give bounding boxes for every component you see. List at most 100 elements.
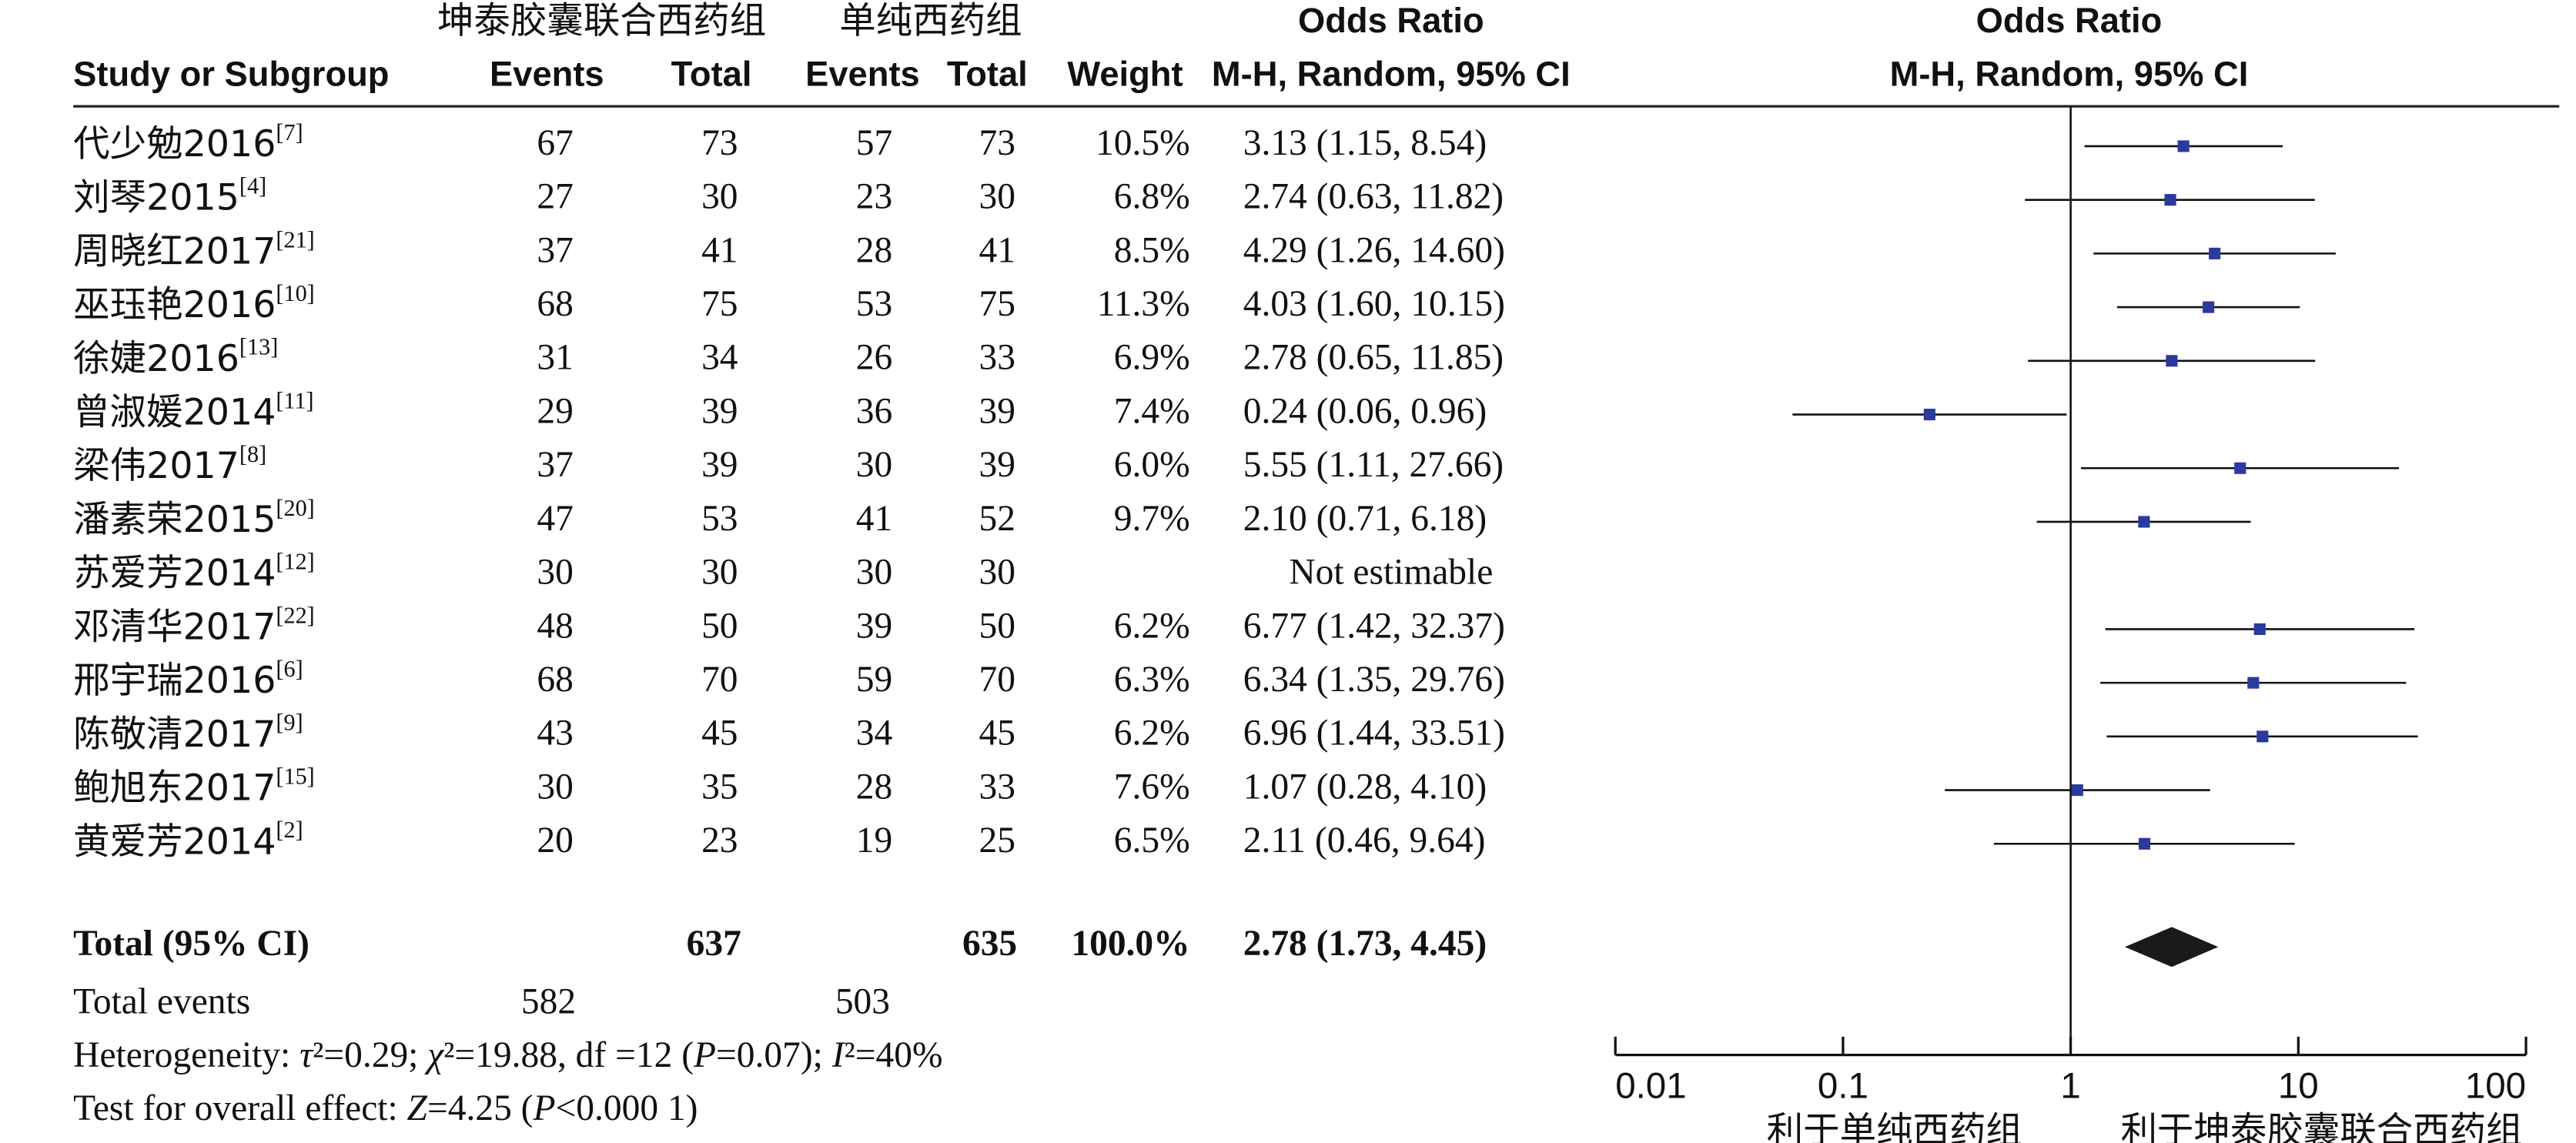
point-estimate [2166, 355, 2178, 367]
cell: 41 [701, 230, 738, 270]
study-label: 鲍旭东2017 [73, 767, 276, 810]
odds-ratio-label: 4.29 (1.26, 14.60) [1243, 230, 1505, 270]
cell: 19 [856, 820, 892, 861]
study-label: 刘琴2015 [73, 177, 239, 219]
cell: 67 [537, 123, 573, 163]
cell: 73 [701, 123, 738, 163]
x-tick-label: 0.1 [1818, 1065, 1868, 1106]
cell: 53 [701, 499, 738, 539]
cell: 23 [701, 820, 738, 861]
cell: 28 [856, 767, 892, 807]
x-label-right: 利于坤泰胶囊联合西药组 [2120, 1110, 2522, 1143]
overall-effect-part: Test for overall effect: [73, 1088, 406, 1128]
cell: 10.5% [1096, 123, 1190, 163]
cell: 30 [537, 553, 573, 593]
reference: [22] [276, 602, 314, 628]
cell: 68 [537, 660, 573, 700]
study-name: 巫珏艳2016[10] [73, 280, 315, 326]
odds-ratio-label: 1.07 (0.28, 4.10) [1243, 767, 1487, 807]
cell: 75 [979, 284, 1015, 324]
cell: 30 [701, 553, 738, 593]
cell: 6.2% [1114, 714, 1190, 754]
reference: [21] [276, 226, 314, 252]
reference: [8] [239, 441, 266, 467]
x-tick-label: 1 [2060, 1065, 2080, 1106]
study-name: 代少勉2016[7] [73, 119, 303, 165]
cell: 26 [856, 338, 892, 378]
cell: 39 [979, 445, 1015, 485]
point-estimate [2257, 730, 2269, 743]
cell: 43 [537, 714, 573, 754]
heterogeneity: Heterogeneity: τ²=0.29; χ²=19.88, df =12… [73, 1035, 942, 1075]
column-header: M-H, Random, 95% CI [1212, 54, 1571, 93]
reference: [13] [239, 334, 278, 360]
study-label: 代少勉2016 [73, 123, 276, 165]
cell: 30 [979, 553, 1015, 593]
column-header: Study or Subgroup [73, 54, 389, 93]
overall-effect-part: Z [407, 1088, 428, 1128]
overall-effect-part: <0.000 1) [555, 1088, 698, 1128]
cell: 41 [979, 230, 1015, 270]
column-header: Total [947, 54, 1028, 93]
point-estimate [2209, 247, 2221, 259]
reference: [20] [276, 495, 314, 521]
odds-ratio-label: 2.10 (0.71, 6.18) [1243, 499, 1487, 539]
heterogeneity-part: ²=19.88, df =12 ( [443, 1035, 694, 1075]
reference: [6] [276, 656, 303, 682]
heterogeneity-part: ²=40% [845, 1035, 943, 1075]
study-label: 曾淑媛2014 [73, 392, 276, 434]
study-label: 潘素荣2015 [73, 499, 276, 541]
study-name: 曾淑媛2014[11] [73, 387, 313, 433]
study-name: 周晓红2017[21] [73, 226, 315, 272]
column-header: Total [671, 54, 752, 93]
cell: 45 [979, 714, 1015, 754]
cell: 11.3% [1097, 284, 1190, 324]
study-name: 黄爱芳2014[2] [73, 817, 303, 863]
x-tick-label: 100 [2465, 1065, 2526, 1106]
study-name: 苏爱芳2014[12] [73, 549, 315, 595]
study-name: 刘琴2015[4] [73, 172, 266, 219]
heterogeneity-part: Heterogeneity: [73, 1035, 299, 1075]
cell: 37 [537, 230, 573, 270]
cell: 53 [856, 284, 892, 324]
heterogeneity-part: I [831, 1035, 846, 1075]
cell: 30 [856, 445, 892, 485]
study-label: 陈敬清2017 [73, 714, 276, 756]
study-label: 邓清华2017 [73, 606, 276, 648]
group-header: 坤泰胶囊联合西药组 [437, 0, 766, 42]
cell: 57 [856, 123, 892, 163]
cell: 41 [856, 499, 892, 539]
cell: 23 [856, 177, 892, 217]
cell: 39 [979, 391, 1015, 431]
study-name: 邢宇瑞2016[6] [73, 656, 303, 702]
heterogeneity-part: =0.07); [716, 1035, 832, 1075]
cell: 50 [701, 606, 738, 646]
study-name: 潘素荣2015[20] [73, 495, 315, 541]
cell: 37 [537, 445, 573, 485]
point-estimate [2164, 194, 2176, 206]
heterogeneity-part: ²=0.29; [313, 1035, 427, 1075]
cell: 8.5% [1114, 230, 1190, 270]
cell: 33 [979, 767, 1015, 807]
odds-ratio-label: 6.96 (1.44, 33.51) [1243, 714, 1505, 754]
study-label: 苏爱芳2014 [73, 553, 276, 595]
cell: 68 [537, 284, 573, 324]
cell: 39 [701, 391, 738, 431]
cell: 52 [979, 499, 1015, 539]
cell: 73 [979, 123, 1015, 163]
study-name: 梁伟2017[8] [73, 441, 266, 487]
cell: 7.6% [1114, 767, 1190, 807]
total-cell: 637 [687, 924, 741, 964]
point-estimate [2177, 140, 2190, 152]
column-header: Weight [1067, 54, 1183, 93]
cell: 39 [701, 445, 738, 485]
reference: [10] [276, 280, 314, 306]
point-estimate [2138, 837, 2151, 850]
column-header: Events [805, 54, 920, 93]
point-estimate [1923, 408, 1935, 421]
reference: [12] [276, 549, 314, 575]
cell: 30 [537, 767, 573, 807]
reference: [7] [276, 119, 303, 145]
study-label: 周晓红2017 [73, 230, 276, 272]
